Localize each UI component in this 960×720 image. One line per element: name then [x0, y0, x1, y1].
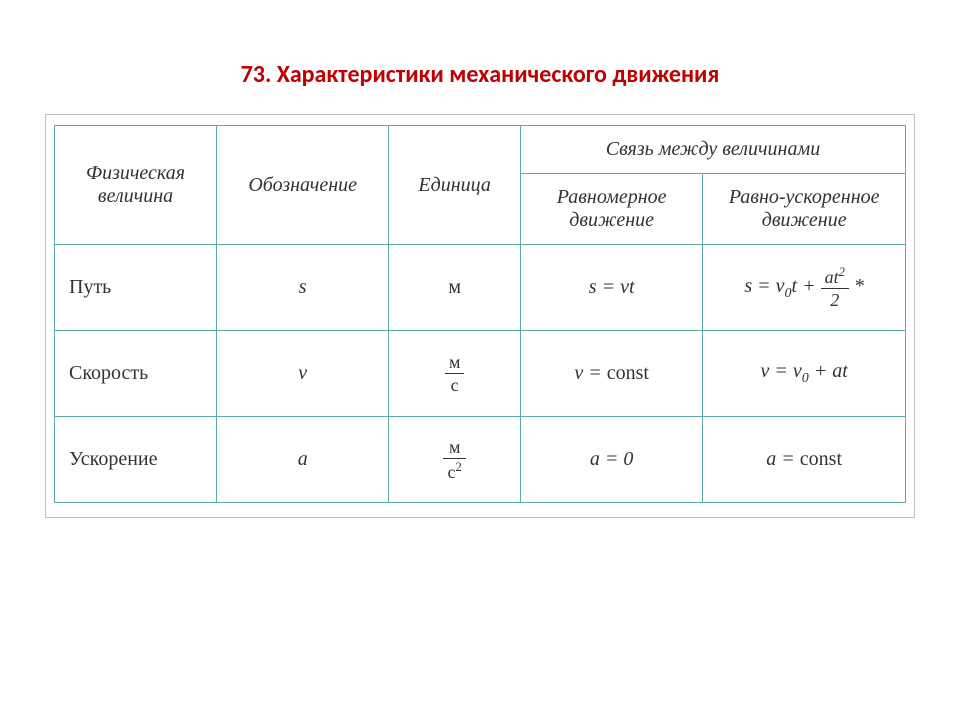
cell-accel-label: Ускорение — [55, 417, 217, 503]
row-accel: Ускорение a мс2 a = 0 a = const — [55, 417, 906, 503]
table-container: Физическая величина Обозначение Единица … — [45, 114, 915, 518]
cell-velocity-label: Скорость — [55, 331, 217, 417]
cell-path-accel: s = v0t + at22 * — [703, 245, 906, 331]
cell-path-uniform: s = vt — [520, 245, 702, 331]
header-unit: Единица — [389, 126, 521, 245]
physics-table: Физическая величина Обозначение Единица … — [54, 125, 906, 503]
row-velocity: Скорость v мс v = const v = v0 + at — [55, 331, 906, 417]
header-quantity: Физическая величина — [55, 126, 217, 245]
row-path: Путь s м s = vt s = v0t + at22 * — [55, 245, 906, 331]
cell-velocity-accel: v = v0 + at — [703, 331, 906, 417]
cell-accel-uniform: a = 0 — [520, 417, 702, 503]
cell-accel-unit: мс2 — [389, 417, 521, 503]
page-title: 73. Характеристики механического движени… — [0, 0, 960, 114]
header-relation-span: Связь между величинами — [520, 126, 905, 174]
cell-path-symbol: s — [217, 245, 389, 331]
cell-path-label: Путь — [55, 245, 217, 331]
cell-path-unit: м — [389, 245, 521, 331]
header-symbol: Обозначение — [217, 126, 389, 245]
cell-accel-symbol: a — [217, 417, 389, 503]
cell-velocity-symbol: v — [217, 331, 389, 417]
header-uniform: Равномерное движение — [520, 174, 702, 245]
cell-velocity-unit: мс — [389, 331, 521, 417]
header-accelerated: Равно-ускоренное движение — [703, 174, 906, 245]
cell-velocity-uniform: v = const — [520, 331, 702, 417]
cell-accel-accel: a = const — [703, 417, 906, 503]
